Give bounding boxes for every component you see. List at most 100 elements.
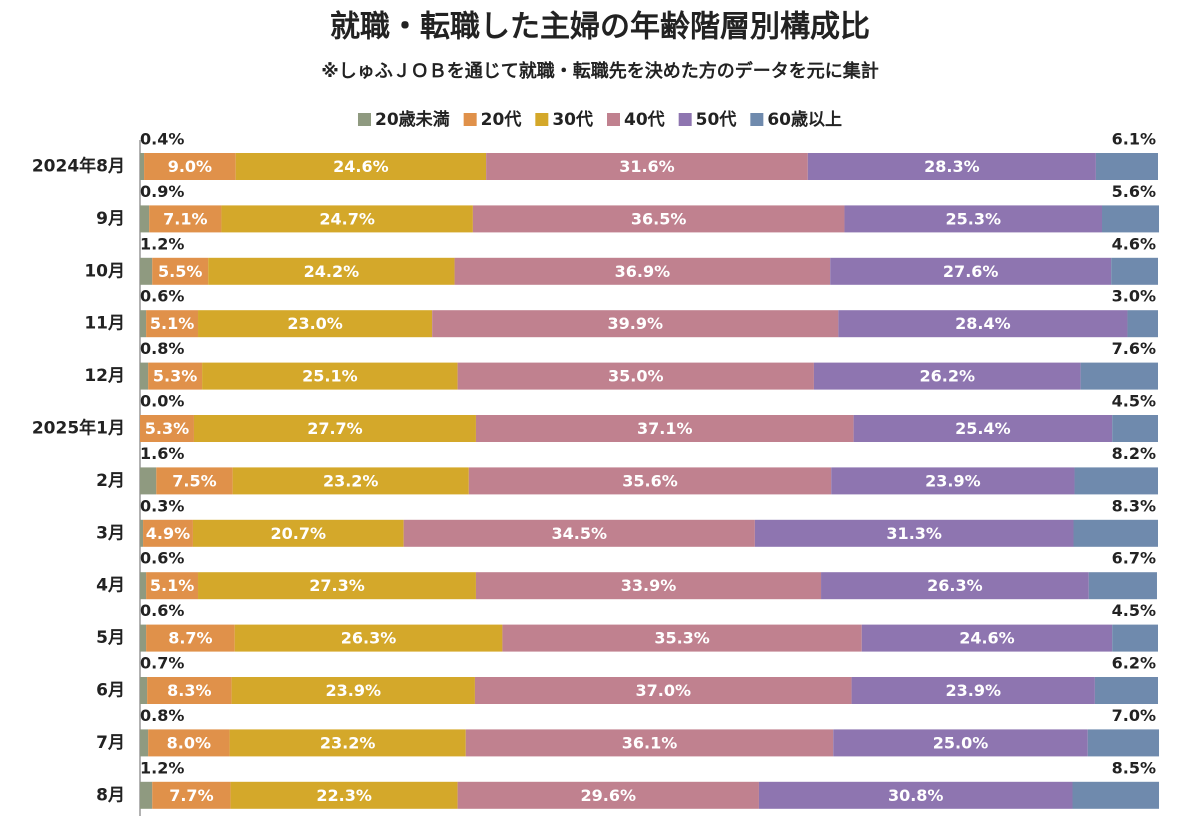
data-label: 27.6% — [943, 262, 999, 281]
data-label: 7.6% — [1112, 339, 1156, 358]
y-tick-label: 12月 — [84, 366, 125, 386]
data-label: 0.8% — [140, 339, 184, 358]
bar-segment — [838, 310, 1128, 338]
bar-segment — [144, 153, 236, 180]
legend-label: 50代 — [696, 109, 737, 130]
bar-segment — [235, 153, 487, 180]
bar-segment — [457, 781, 759, 809]
data-label: 31.3% — [886, 524, 942, 543]
bar-segment — [457, 362, 814, 390]
bar-segment — [146, 310, 199, 338]
data-label: 6.7% — [1112, 549, 1156, 568]
bar-segment — [474, 677, 852, 704]
bar-segment — [472, 205, 845, 233]
data-label: 4.6% — [1112, 234, 1156, 253]
bar-segment — [146, 572, 199, 600]
bar-segment — [234, 624, 503, 652]
bar-segment — [140, 362, 149, 390]
data-label: 0.4% — [140, 130, 184, 149]
data-label: 1.6% — [140, 444, 184, 463]
bar-segment — [1112, 415, 1158, 442]
y-tick-label: 7月 — [96, 733, 125, 753]
data-label: 7.1% — [163, 209, 207, 228]
bar-segment — [140, 729, 149, 757]
bar-segment — [202, 362, 458, 390]
data-label: 26.3% — [341, 629, 397, 648]
data-label: 36.1% — [622, 733, 678, 752]
data-label: 5.1% — [150, 314, 194, 333]
data-label: 23.2% — [320, 733, 376, 752]
data-label: 4.5% — [1112, 392, 1156, 411]
y-tick-label: 8月 — [96, 785, 125, 805]
data-label: 4.5% — [1112, 601, 1156, 620]
legend-swatch — [535, 113, 549, 126]
bar-segment — [853, 415, 1113, 442]
bar-segment — [821, 572, 1089, 600]
y-tick-label: 2024年8月 — [32, 156, 125, 177]
data-label: 23.9% — [326, 681, 382, 700]
data-label: 31.6% — [619, 157, 675, 176]
data-label: 23.9% — [945, 681, 1001, 700]
y-tick-label: 2月 — [96, 471, 125, 491]
data-label: 0.6% — [140, 601, 184, 620]
bar-segment — [830, 257, 1112, 285]
data-label: 27.7% — [307, 419, 363, 438]
bar-segment — [193, 415, 476, 442]
y-tick-label: 4月 — [96, 576, 125, 596]
data-label: 5.5% — [158, 262, 202, 281]
data-label: 0.3% — [140, 496, 184, 515]
data-label: 34.5% — [552, 524, 608, 543]
data-label: 24.6% — [959, 629, 1015, 648]
data-label: 37.1% — [637, 419, 693, 438]
data-label: 8.2% — [1112, 444, 1156, 463]
bar-segment — [758, 781, 1073, 809]
bar-segment — [1073, 519, 1158, 547]
bar-segment — [140, 257, 153, 285]
data-label: 0.9% — [140, 182, 184, 201]
data-label: 5.1% — [150, 576, 194, 595]
data-label: 28.3% — [924, 157, 980, 176]
data-label: 29.6% — [581, 786, 637, 805]
bar-segment — [475, 415, 854, 442]
data-label: 35.6% — [622, 471, 678, 490]
y-tick-label: 9月 — [96, 209, 125, 229]
data-label: 8.7% — [168, 629, 212, 648]
bar-segment — [1094, 677, 1158, 704]
data-label: 26.2% — [920, 367, 976, 386]
legend-label: 20代 — [481, 109, 522, 130]
data-label: 7.0% — [1112, 706, 1156, 725]
bar-segment — [140, 519, 144, 547]
data-label: 25.3% — [945, 209, 1001, 228]
data-label: 1.2% — [140, 758, 184, 777]
data-label: 5.3% — [153, 367, 197, 386]
bar-segment — [1088, 572, 1157, 600]
data-label: 3.0% — [1112, 287, 1156, 306]
bar-segment — [152, 781, 231, 809]
bar-segment — [1127, 310, 1158, 338]
data-label: 26.3% — [927, 576, 983, 595]
data-label: 24.7% — [319, 209, 375, 228]
data-label: 22.3% — [316, 786, 372, 805]
data-label: 36.5% — [631, 209, 687, 228]
data-label: 39.9% — [607, 314, 663, 333]
data-label: 6.1% — [1112, 130, 1156, 149]
data-label: 5.6% — [1112, 182, 1156, 201]
legend-label: 60歳以上 — [767, 109, 842, 130]
bar-segment — [140, 467, 157, 495]
data-label: 4.9% — [146, 524, 190, 543]
bar-segment — [1112, 624, 1158, 652]
data-label: 0.6% — [140, 549, 184, 568]
data-label: 35.0% — [608, 367, 664, 386]
bar-segment — [140, 624, 147, 652]
bar-segment — [232, 467, 469, 495]
legend-label: 20歳未満 — [375, 109, 450, 130]
bar-segment — [146, 624, 235, 652]
bar-segment — [148, 729, 230, 757]
legend-swatch — [607, 113, 620, 126]
data-label: 0.7% — [140, 654, 184, 673]
bar-segment — [468, 467, 832, 495]
data-label: 23.0% — [287, 314, 343, 333]
data-label: 0.8% — [140, 706, 184, 725]
bar-segment — [149, 205, 222, 233]
